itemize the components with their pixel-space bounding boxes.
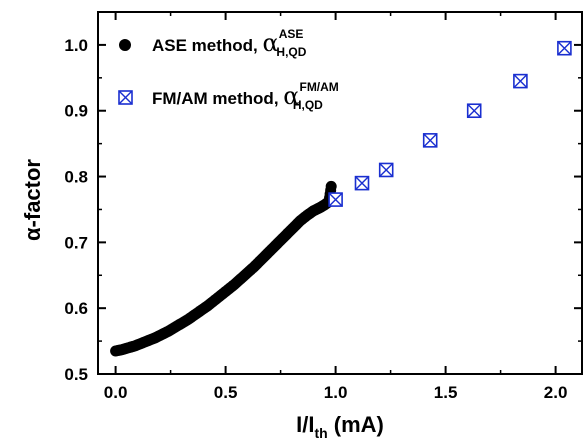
fmam-data-point <box>424 134 437 147</box>
legend-marker-ase <box>119 39 131 51</box>
x-tick-labels: 0.0 0.5 1.0 1.5 2.0 <box>104 383 568 402</box>
series-ase-points <box>110 181 337 357</box>
fmam-data-point <box>380 163 393 176</box>
fmam-data-point <box>558 42 571 55</box>
x-tick-label: 1.5 <box>434 383 458 402</box>
y-tick-label: 0.6 <box>64 299 88 318</box>
fmam-data-point <box>514 75 527 88</box>
fmam-data-point <box>329 193 342 206</box>
x-tick-label: 2.0 <box>544 383 568 402</box>
x-tick-label: 1.0 <box>324 383 348 402</box>
legend-label-fmam: FM/AM method, αFM/AM H,QD <box>152 80 339 112</box>
x-axis-title: I/Ith (mA) <box>296 412 384 440</box>
y-tick-label: 0.9 <box>64 102 88 121</box>
fmam-data-point <box>356 177 369 190</box>
legend: ASE method, αASE H,QD FM/AM method, αFM/A… <box>119 27 339 112</box>
x-tick-label: 0.5 <box>214 383 238 402</box>
y-tick-label: 0.7 <box>64 233 88 252</box>
y-axis-title: α-factor <box>20 159 45 241</box>
x-tick-label: 0.0 <box>104 383 128 402</box>
fmam-data-point <box>468 104 481 117</box>
legend-marker-fmam <box>119 91 132 104</box>
legend-label-ase: ASE method, αASE H,QD <box>152 27 307 59</box>
y-tick-label: 1.0 <box>64 36 88 55</box>
y-tick-label: 0.8 <box>64 168 88 187</box>
y-tick-label: 0.5 <box>64 365 88 384</box>
series-fmam-points <box>329 42 571 206</box>
y-tick-labels: 0.5 0.6 0.7 0.8 0.9 1.0 <box>64 36 88 384</box>
